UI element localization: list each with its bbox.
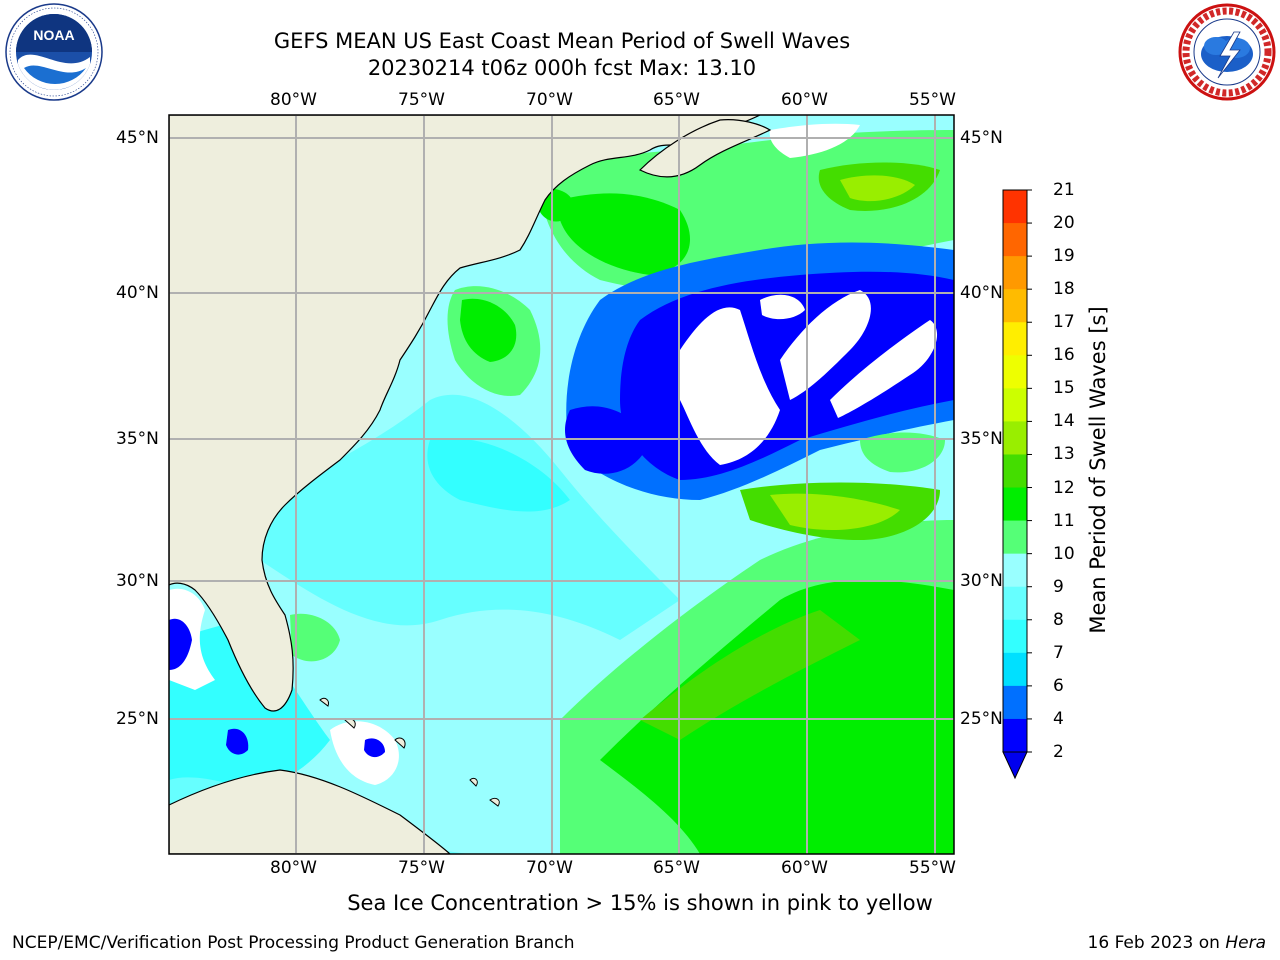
map-gridlines (169, 115, 954, 854)
lat-label-left: 30°N (116, 571, 159, 591)
colorbar-tick-label: 9 (1053, 576, 1064, 597)
lon-label-bottom: 60°W (781, 858, 828, 878)
colorbar-tick-label: 21 (1053, 180, 1075, 200)
lat-label-right: 25°N (960, 709, 1003, 729)
colorbar-tick-label: 11 (1053, 510, 1075, 531)
colorbar-tick-label: 15 (1053, 378, 1075, 399)
footer-credit: NCEP/EMC/Verification Post Processing Pr… (12, 933, 575, 953)
colorbar-tick-label: 13 (1053, 444, 1075, 465)
colorbar-tick-label: 10 (1053, 543, 1075, 564)
lat-label-left: 40°N (116, 283, 159, 303)
lat-label-right: 40°N (960, 283, 1003, 303)
lon-label-bottom: 75°W (398, 858, 445, 878)
lon-label-top: 80°W (270, 90, 317, 110)
lat-label-left: 35°N (116, 429, 159, 449)
colorbar-bin (1003, 454, 1027, 489)
colorbar-tick-label: 20 (1053, 213, 1075, 234)
noaa-logo-text: NOAA (33, 27, 74, 43)
lon-label-top: 75°W (398, 90, 445, 110)
colorbar-bin (1003, 652, 1027, 687)
lon-label-bottom: 55°W (909, 858, 956, 878)
colorbar-bin (1003, 223, 1027, 257)
colorbar-bin (1003, 520, 1027, 555)
colorbar-bin (1003, 190, 1027, 224)
colorbar (1002, 189, 1032, 780)
nws-logo (1178, 3, 1276, 101)
colorbar-extend-arrow (1002, 751, 1028, 780)
colorbar-tick-label: 7 (1053, 642, 1064, 663)
colorbar-bin (1003, 289, 1027, 323)
colorbar-tick-label: 2 (1053, 742, 1064, 762)
sea-ice-note: Sea Ice Concentration > 15% is shown in … (347, 891, 933, 915)
colorbar-tick-label: 17 (1053, 312, 1075, 333)
chart-subtitle: 20230214 t06z 000h fcst Max: 13.10 (367, 56, 757, 80)
lon-label-bottom: 70°W (526, 858, 573, 878)
colorbar-tick-label: 4 (1053, 708, 1064, 729)
colorbar-tick-label: 18 (1053, 279, 1075, 300)
lat-label-right: 45°N (960, 128, 1003, 148)
lon-label-bottom: 80°W (270, 858, 317, 878)
colorbar-tick-label: 12 (1053, 477, 1075, 498)
colorbar-tick-label: 16 (1053, 345, 1075, 366)
cuba-land (169, 769, 451, 854)
lon-label-top: 60°W (781, 90, 828, 110)
colorbar-bin (1003, 322, 1027, 356)
lat-label-left: 25°N (116, 709, 159, 729)
colorbar-title: Mean Period of Swell Waves [s] (1086, 306, 1110, 634)
lon-label-top: 65°W (653, 90, 700, 110)
lat-label-right: 35°N (960, 429, 1003, 449)
colorbar-tick-label: 14 (1053, 411, 1075, 432)
lon-label-top: 70°W (526, 90, 573, 110)
lat-label-left: 45°N (116, 128, 159, 148)
footer-date-text: 16 Feb 2023 on (1087, 933, 1226, 953)
colorbar-bin (1003, 355, 1027, 389)
colorbar-bin (1003, 487, 1027, 522)
colorbar-bin (1003, 619, 1027, 654)
lon-label-bottom: 65°W (653, 858, 700, 878)
footer-host: Hera (1225, 933, 1266, 953)
lon-label-top: 55°W (909, 90, 956, 110)
colorbar-bin (1003, 421, 1027, 455)
lat-label-right: 30°N (960, 571, 1003, 591)
colorbar-tick-label: 6 (1053, 675, 1064, 696)
footer-date: 16 Feb 2023 on Hera (1088, 933, 1266, 953)
colorbar-tick-label: 8 (1053, 609, 1064, 630)
colorbar-bin (1003, 718, 1027, 753)
us-east-coast-land (169, 115, 761, 712)
map-frame (168, 114, 955, 855)
colorbar-bin (1003, 256, 1027, 290)
chart-title: GEFS MEAN US East Coast Mean Period of S… (273, 29, 851, 53)
colorbar-bin (1003, 586, 1027, 621)
colorbar-bin (1003, 685, 1027, 720)
colorbar-tick-label: 19 (1053, 246, 1075, 267)
colorbar-bin (1003, 553, 1027, 588)
colorbar-frame (1002, 189, 1028, 753)
colorbar-bin (1003, 388, 1027, 422)
noaa-logo: NOAA (5, 3, 103, 101)
